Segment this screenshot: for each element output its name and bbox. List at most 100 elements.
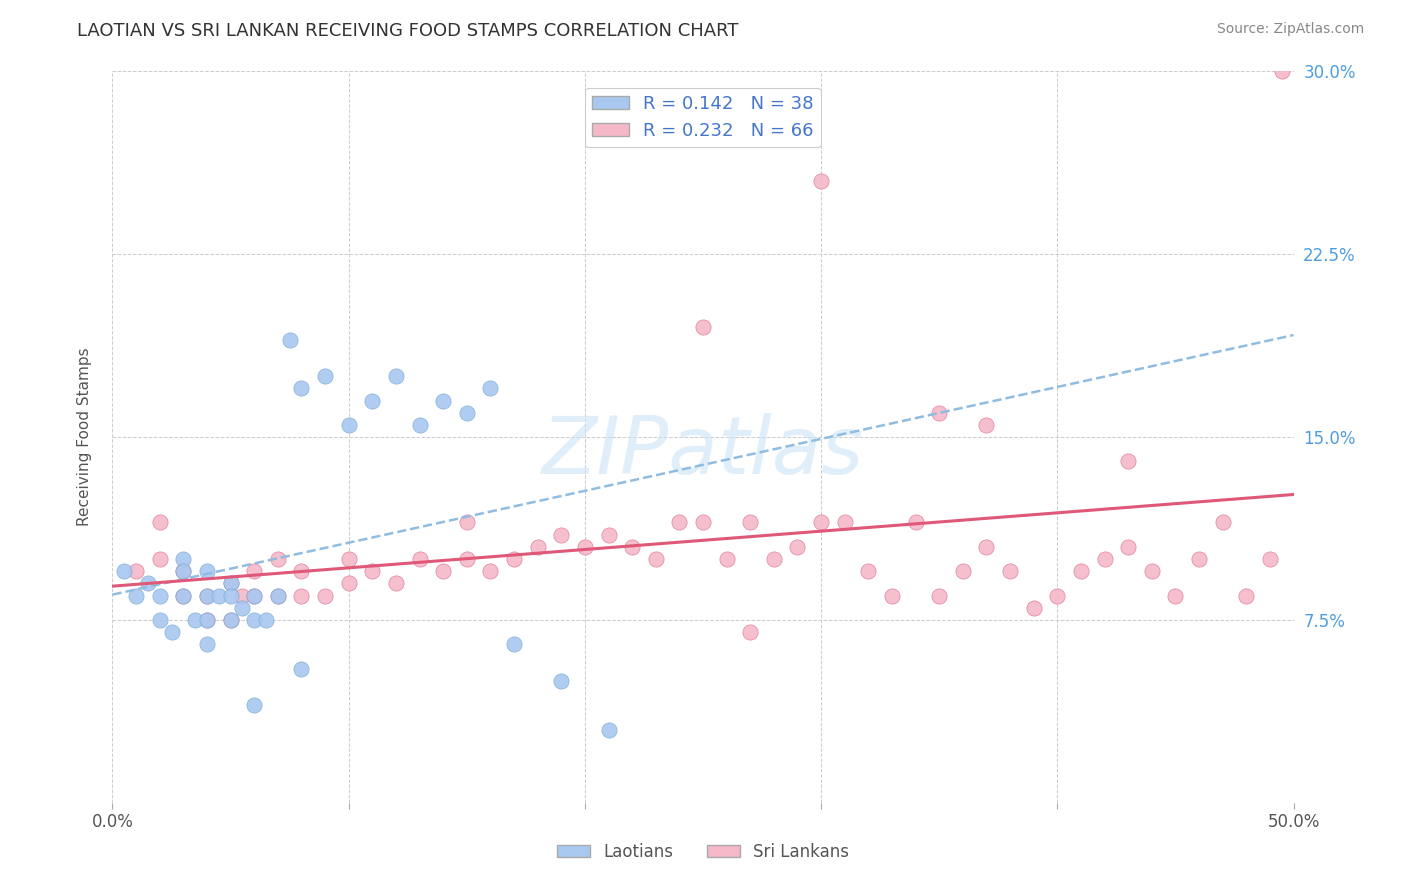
- Point: [172, 589, 194, 603]
- Point: [337, 552, 360, 566]
- Point: [904, 516, 927, 530]
- Point: [1188, 552, 1211, 566]
- Point: [1070, 564, 1092, 578]
- Point: [1094, 552, 1116, 566]
- Point: [1116, 454, 1139, 468]
- Point: [1212, 516, 1234, 530]
- Point: [928, 406, 950, 420]
- Point: [740, 516, 762, 530]
- Point: [208, 589, 231, 603]
- Point: [479, 381, 502, 395]
- Point: [219, 589, 242, 603]
- Point: [385, 576, 408, 591]
- Point: [456, 406, 478, 420]
- Point: [149, 552, 172, 566]
- Point: [243, 564, 266, 578]
- Point: [160, 625, 183, 640]
- Point: [243, 613, 266, 627]
- Point: [432, 564, 454, 578]
- Point: [408, 552, 430, 566]
- Point: [314, 589, 336, 603]
- Point: [278, 333, 301, 347]
- Point: [1116, 540, 1139, 554]
- Point: [786, 540, 808, 554]
- Point: [880, 589, 903, 603]
- Point: [219, 576, 242, 591]
- Legend: Laotians, Sri Lankans: Laotians, Sri Lankans: [550, 837, 856, 868]
- Point: [740, 625, 762, 640]
- Point: [858, 564, 880, 578]
- Y-axis label: Receiving Food Stamps: Receiving Food Stamps: [77, 348, 91, 526]
- Point: [219, 613, 242, 627]
- Point: [149, 613, 172, 627]
- Point: [976, 540, 998, 554]
- Point: [408, 417, 430, 432]
- Point: [503, 637, 526, 651]
- Point: [976, 417, 998, 432]
- Point: [1046, 589, 1069, 603]
- Point: [692, 320, 714, 334]
- Point: [195, 589, 218, 603]
- Point: [526, 540, 548, 554]
- Point: [716, 552, 738, 566]
- Point: [243, 589, 266, 603]
- Point: [195, 589, 218, 603]
- Point: [1234, 589, 1257, 603]
- Point: [598, 723, 620, 737]
- Point: [810, 516, 832, 530]
- Point: [267, 589, 290, 603]
- Point: [644, 552, 666, 566]
- Point: [231, 589, 253, 603]
- Text: ZIPatlas: ZIPatlas: [541, 413, 865, 491]
- Point: [1258, 552, 1281, 566]
- Point: [290, 662, 312, 676]
- Point: [243, 589, 266, 603]
- Point: [503, 552, 526, 566]
- Point: [231, 600, 253, 615]
- Point: [810, 174, 832, 188]
- Point: [125, 564, 148, 578]
- Point: [928, 589, 950, 603]
- Point: [479, 564, 502, 578]
- Point: [172, 552, 194, 566]
- Point: [219, 613, 242, 627]
- Point: [361, 393, 384, 408]
- Point: [1271, 64, 1294, 78]
- Point: [337, 417, 360, 432]
- Point: [243, 698, 266, 713]
- Point: [692, 516, 714, 530]
- Point: [290, 564, 312, 578]
- Point: [149, 516, 172, 530]
- Point: [149, 589, 172, 603]
- Point: [762, 552, 785, 566]
- Point: [1022, 600, 1045, 615]
- Point: [125, 589, 148, 603]
- Point: [456, 552, 478, 566]
- Point: [184, 613, 207, 627]
- Point: [361, 564, 384, 578]
- Point: [621, 540, 644, 554]
- Point: [574, 540, 596, 554]
- Point: [550, 673, 572, 688]
- Point: [337, 576, 360, 591]
- Point: [1164, 589, 1187, 603]
- Point: [195, 637, 218, 651]
- Point: [456, 516, 478, 530]
- Point: [1140, 564, 1163, 578]
- Point: [112, 564, 135, 578]
- Point: [172, 564, 194, 578]
- Point: [172, 564, 194, 578]
- Text: Source: ZipAtlas.com: Source: ZipAtlas.com: [1216, 22, 1364, 37]
- Point: [219, 576, 242, 591]
- Point: [998, 564, 1021, 578]
- Point: [136, 576, 159, 591]
- Text: LAOTIAN VS SRI LANKAN RECEIVING FOOD STAMPS CORRELATION CHART: LAOTIAN VS SRI LANKAN RECEIVING FOOD STA…: [77, 22, 738, 40]
- Point: [290, 589, 312, 603]
- Point: [314, 369, 336, 384]
- Point: [254, 613, 277, 627]
- Point: [195, 564, 218, 578]
- Point: [598, 527, 620, 541]
- Point: [195, 613, 218, 627]
- Point: [834, 516, 856, 530]
- Point: [550, 527, 572, 541]
